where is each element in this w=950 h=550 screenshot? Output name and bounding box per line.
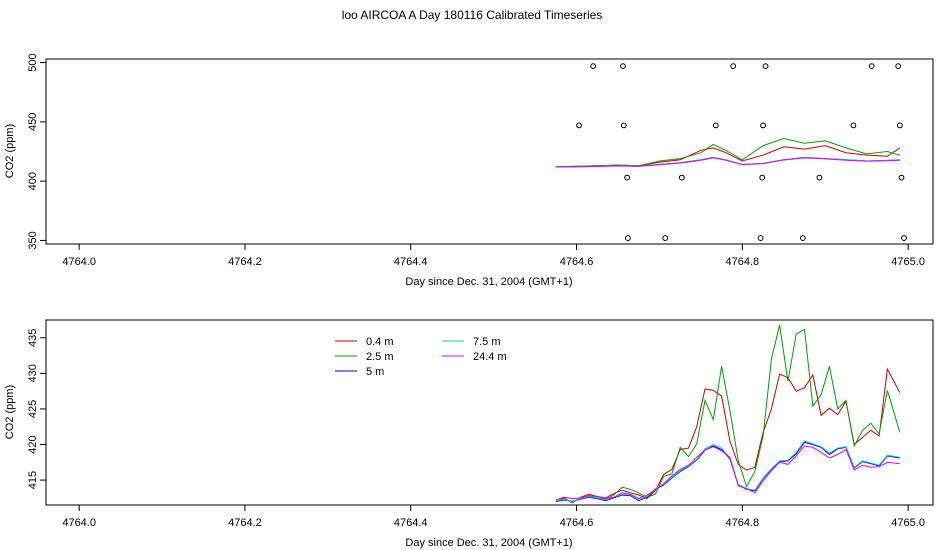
series-line-7-5-m (555, 156, 900, 168)
y-tick-label: 450 (27, 113, 39, 131)
x-tick-label: 4764.8 (726, 256, 760, 268)
series-line-24-4-m (555, 445, 900, 501)
outlier-point (620, 122, 627, 129)
chart-title: loo AIRCOA A Day 180116 Calibrated Times… (342, 8, 603, 22)
upper-x-axis-label: Day since Dec. 31, 2004 (GMT+1) (405, 276, 572, 288)
y-tick-label: 435 (27, 329, 39, 347)
outlier-point (576, 122, 582, 129)
outlier-point (678, 174, 685, 181)
series-line-7-5-m (555, 440, 900, 503)
upper-panel: 4764.0 4764.2 4764.4 4764.6 4764.8 4765.0 350… (4, 53, 934, 288)
x-tick-label: 4764.0 (62, 517, 96, 529)
outlier-point (730, 63, 737, 70)
series-line-24-4-m (555, 157, 900, 168)
outlier-point (625, 235, 631, 241)
lower-plot-area (555, 324, 901, 504)
outlier-point (760, 122, 766, 129)
outlier-point (895, 63, 902, 70)
lower-y-axis: 415 420 425 430 435 (27, 329, 46, 489)
outlier-point (898, 174, 905, 181)
outlier-point (901, 235, 907, 241)
x-tick-label: 4764.6 (560, 517, 594, 529)
upper-plot-frame (45, 58, 934, 245)
lower-plot-frame (45, 319, 934, 506)
upper-x-axis: 4764.0 4764.2 4764.4 4764.6 4764.8 4765.0 (62, 244, 925, 268)
outlier-point (712, 122, 719, 129)
outlier-point (759, 174, 766, 181)
series-line-2-5-m (555, 324, 901, 503)
outlier-point (896, 122, 903, 129)
x-tick-label: 4765.0 (891, 517, 925, 529)
outlier-point (799, 235, 806, 241)
legend-label: 5 m (366, 366, 384, 378)
outlier-point (757, 235, 764, 241)
y-tick-label: 415 (27, 471, 39, 489)
upper-plot-area (555, 63, 907, 241)
lower-x-axis: 4764.0 4764.2 4764.4 4764.6 4764.8 4765.0 (62, 505, 925, 529)
y-tick-label: 500 (27, 53, 39, 71)
outlier-point (624, 174, 631, 181)
x-tick-label: 4764.0 (62, 256, 96, 268)
legend-label: 7.5 m (473, 336, 501, 348)
y-tick-label: 400 (27, 172, 39, 190)
legend-label: 2.5 m (366, 351, 394, 363)
lower-panel: 4764.0 4764.2 4764.4 4764.6 4764.8 4765.0 415… (4, 319, 934, 549)
outlier-point (662, 235, 669, 241)
y-tick-label: 420 (27, 435, 39, 453)
outlier-point (850, 122, 857, 129)
x-tick-label: 4765.0 (891, 256, 925, 268)
outlier-point (590, 63, 597, 70)
legend: 0.4 m 2.5 m 5 m 7.5 m 24.4 m (335, 336, 507, 378)
y-tick-label: 430 (27, 364, 39, 382)
y-tick-label: 425 (27, 400, 39, 418)
y-tick-label: 350 (27, 231, 39, 249)
outlier-point (816, 174, 823, 181)
outlier-point (868, 63, 875, 70)
x-tick-label: 4764.4 (394, 517, 428, 529)
lower-x-axis-label: Day since Dec. 31, 2004 (GMT+1) (405, 537, 572, 549)
outlier-point (762, 63, 769, 70)
x-tick-label: 4764.6 (560, 256, 594, 268)
lower-y-axis-label: CO2 (ppm) (4, 385, 16, 439)
x-tick-label: 4764.2 (228, 256, 262, 268)
x-tick-label: 4764.8 (726, 517, 760, 529)
series-line-0-4-m (555, 367, 901, 504)
upper-y-axis-label: CO2 (ppm) (4, 124, 16, 178)
outlier-point (620, 63, 626, 70)
upper-y-axis: 350 400 450 500 (27, 53, 46, 250)
x-tick-label: 4764.4 (394, 256, 428, 268)
legend-label: 0.4 m (366, 336, 394, 348)
series-line-2-5-m (555, 137, 900, 168)
x-tick-label: 4764.2 (228, 517, 262, 529)
legend-label: 24.4 m (473, 351, 507, 363)
